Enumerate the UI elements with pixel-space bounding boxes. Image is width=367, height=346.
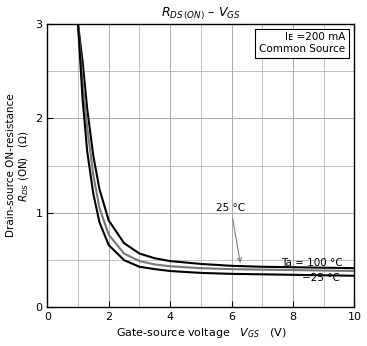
- Text: Ta = 100 °C: Ta = 100 °C: [281, 258, 342, 268]
- Text: −25 °C: −25 °C: [302, 273, 340, 283]
- Text: Iᴇ =200 mA
Common Source: Iᴇ =200 mA Common Source: [259, 32, 345, 54]
- Text: 25 °C: 25 °C: [216, 203, 246, 262]
- X-axis label: Gate-source voltage   $V_{GS}$   (V): Gate-source voltage $V_{GS}$ (V): [116, 326, 286, 340]
- Y-axis label: Drain-source ON-resistance
$R_{DS}$ (ON)   ($\Omega$): Drain-source ON-resistance $R_{DS}$ (ON)…: [6, 94, 31, 237]
- Title: $R_{DS\,(ON)}$ – $V_{GS}$: $R_{DS\,(ON)}$ – $V_{GS}$: [161, 6, 241, 22]
